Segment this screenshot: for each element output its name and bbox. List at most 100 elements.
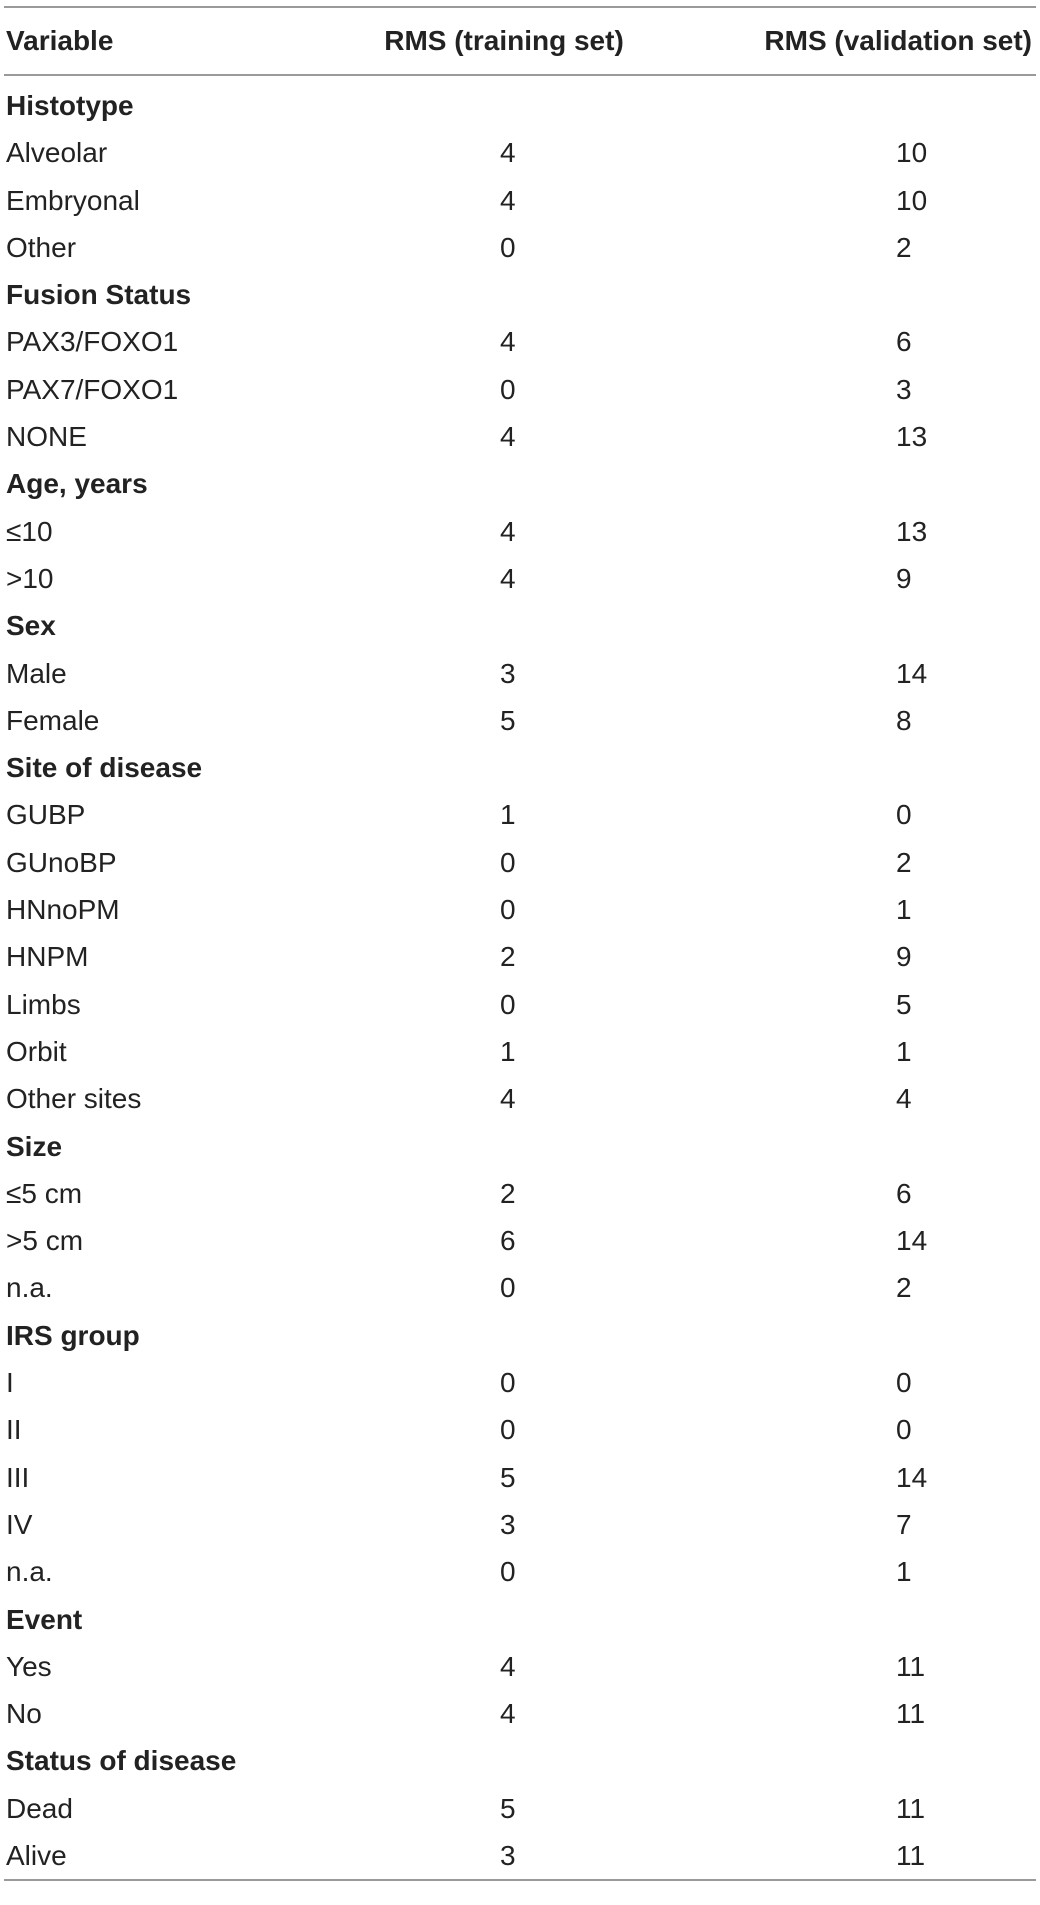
table-row: GUnoBP 0 2 (4, 839, 1036, 886)
row-label: >5 cm (6, 1225, 84, 1257)
section-label: IRS group (6, 1319, 140, 1351)
table-row: Female 5 8 (4, 697, 1036, 744)
training-count: 4 (500, 326, 516, 358)
section-row: Event (4, 1596, 1036, 1643)
row-label: Dead (6, 1792, 73, 1824)
row-label: I (6, 1367, 14, 1399)
column-header-variable: Variable (6, 25, 114, 56)
validation-count: 1 (896, 1556, 912, 1588)
table-row: n.a. 0 2 (4, 1264, 1036, 1311)
training-count: 1 (500, 799, 516, 831)
section-row: Fusion Status (4, 271, 1036, 318)
section-label: Histotype (6, 90, 134, 121)
row-label: n.a. (6, 1272, 53, 1304)
training-count: 5 (500, 704, 516, 736)
table-body: Histotype Alveolar 4 10 Embryonal 4 10 Other 0 2 F… (4, 75, 1036, 1879)
validation-count: 8 (896, 704, 912, 736)
training-count: 0 (500, 373, 516, 405)
training-count: 4 (500, 1083, 516, 1115)
table-container: Variable RMS (training set) RMS (validat… (4, 0, 1036, 1882)
training-count: 1 (500, 1035, 516, 1067)
training-count: 0 (500, 1272, 516, 1304)
column-header-training: RMS (training set) (384, 25, 624, 56)
validation-count: 6 (896, 1177, 912, 1209)
table-row: PAX3/FOXO1 4 6 (4, 318, 1036, 365)
data-table: Variable RMS (training set) RMS (validat… (4, 8, 1036, 1879)
table-row: Limbs 0 5 (4, 981, 1036, 1028)
training-count: 4 (500, 562, 516, 594)
table-row: Alveolar 4 10 (4, 129, 1036, 176)
table-row: ≤5 cm 2 6 (4, 1170, 1036, 1217)
validation-count: 3 (896, 373, 912, 405)
row-label: Embryonal (6, 184, 140, 216)
row-label: Alveolar (6, 137, 108, 169)
validation-count: 2 (896, 1272, 912, 1304)
training-count: 4 (500, 137, 516, 169)
row-label: HNnoPM (6, 894, 120, 926)
row-label: ≤10 (6, 515, 53, 547)
training-count: 4 (500, 1698, 516, 1730)
row-label: GUnoBP (6, 846, 117, 878)
row-label: n.a. (6, 1556, 53, 1588)
validation-count: 0 (896, 1367, 912, 1399)
row-label: Yes (6, 1650, 52, 1682)
table-row: HNPM 2 9 (4, 933, 1036, 980)
section-row: Sex (4, 602, 1036, 649)
top-rule (4, 6, 1036, 8)
validation-count: 11 (896, 1698, 926, 1730)
row-label: II (6, 1414, 22, 1446)
training-count: 0 (500, 988, 516, 1020)
validation-count: 4 (896, 1083, 912, 1115)
row-label: Other sites (6, 1083, 142, 1115)
validation-count: 6 (896, 326, 912, 358)
table-row: >5 cm 6 14 (4, 1217, 1036, 1264)
table-row: Alive 3 11 (4, 1832, 1036, 1879)
table-row: n.a. 0 1 (4, 1548, 1036, 1595)
validation-count: 14 (896, 657, 928, 689)
row-label: Alive (6, 1839, 67, 1871)
table-row: Yes 4 11 (4, 1643, 1036, 1690)
validation-count: 9 (896, 941, 912, 973)
row-label: ≤5 cm (6, 1177, 83, 1209)
section-label: Age, years (6, 468, 148, 500)
training-count: 0 (500, 1556, 516, 1588)
section-label: Site of disease (6, 752, 203, 784)
validation-count: 1 (896, 894, 912, 926)
section-row: IRS group (4, 1312, 1036, 1359)
training-count: 0 (500, 894, 516, 926)
training-count: 4 (500, 515, 516, 547)
section-row: Histotype (4, 75, 1036, 129)
row-label: NONE (6, 421, 87, 453)
section-label: Size (6, 1130, 63, 1162)
training-count: 2 (500, 1177, 516, 1209)
training-count: 3 (500, 1508, 516, 1540)
row-label: Female (6, 704, 100, 736)
row-label: Limbs (6, 988, 81, 1020)
table-row: Male 3 14 (4, 650, 1036, 697)
bottom-rule (4, 1879, 1036, 1882)
row-label: Other (6, 231, 77, 263)
training-count: 0 (500, 846, 516, 878)
section-row: Site of disease (4, 744, 1036, 791)
validation-count: 10 (896, 184, 928, 216)
table-row: GUBP 1 0 (4, 791, 1036, 838)
row-label: GUBP (6, 799, 86, 831)
validation-count: 9 (896, 562, 912, 594)
training-count: 4 (500, 1650, 516, 1682)
training-count: 6 (500, 1225, 516, 1257)
section-label: Sex (6, 610, 56, 642)
column-header-validation: RMS (validation set) (764, 25, 1032, 56)
table-row: I 0 0 (4, 1359, 1036, 1406)
row-label: Orbit (6, 1035, 67, 1067)
row-label: >10 (6, 562, 54, 594)
training-count: 3 (500, 657, 516, 689)
validation-count: 14 (896, 1225, 928, 1257)
validation-count: 13 (896, 515, 928, 547)
table-row: Embryonal 4 10 (4, 177, 1036, 224)
validation-count: 13 (896, 421, 928, 453)
section-label: Event (6, 1603, 83, 1635)
validation-count: 14 (896, 1461, 928, 1493)
training-count: 0 (500, 1367, 516, 1399)
section-row: Size (4, 1123, 1036, 1170)
row-label: PAX7/FOXO1 (6, 373, 179, 405)
